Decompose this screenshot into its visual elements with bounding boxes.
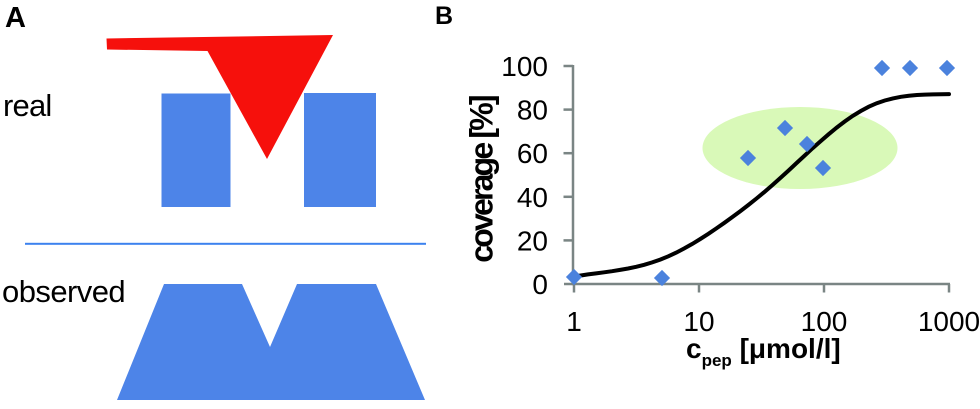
- svg-text:20: 20: [517, 225, 548, 256]
- svg-text:real: real: [3, 88, 52, 123]
- svg-text:B: B: [435, 2, 453, 30]
- svg-text:10: 10: [683, 306, 714, 337]
- svg-text:60: 60: [517, 138, 548, 169]
- svg-text:100: 100: [801, 306, 848, 337]
- svg-text:1000: 1000: [918, 306, 980, 337]
- svg-text:80: 80: [517, 95, 548, 126]
- svg-text:1: 1: [566, 306, 582, 337]
- svg-text:coverage [%]: coverage [%]: [464, 96, 500, 263]
- svg-text:100: 100: [501, 51, 548, 82]
- svg-text:observed: observed: [2, 274, 125, 309]
- svg-text:A: A: [5, 2, 26, 34]
- svg-text:0: 0: [532, 269, 548, 300]
- svg-text:40: 40: [517, 182, 548, 213]
